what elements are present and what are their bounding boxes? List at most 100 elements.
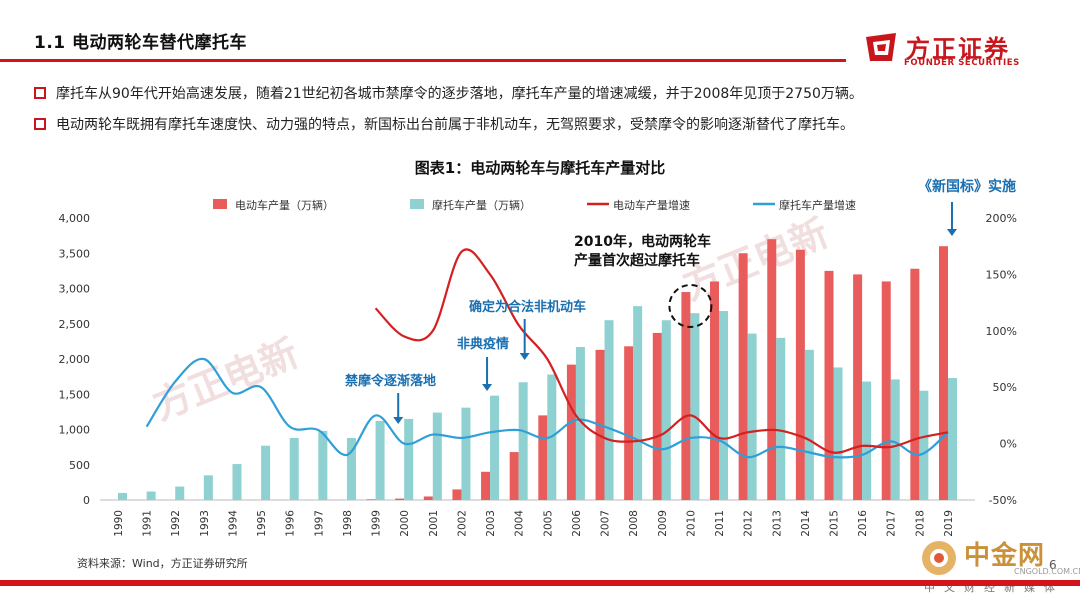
x-tick-label: 2007 xyxy=(600,510,612,537)
bar-motorcycle xyxy=(633,306,643,500)
bar-motorcycle xyxy=(203,475,213,500)
bullet-square-icon xyxy=(34,118,46,130)
bar-motorcycle xyxy=(146,491,156,500)
y-right-tick-label: 150% xyxy=(986,268,1017,281)
bar-motorcycle xyxy=(661,320,671,500)
x-tick-label: 2012 xyxy=(743,510,755,537)
x-tick-label: 2000 xyxy=(399,510,411,537)
source-note: 资料来源：Wind，方正证券研究所 xyxy=(77,557,248,570)
y-right-tick-label: 0% xyxy=(1000,438,1017,451)
bar-motorcycle xyxy=(947,378,957,500)
y-left-tick-label: 4,000 xyxy=(59,212,91,225)
y-left-tick-label: 500 xyxy=(69,459,90,472)
annotation-exceed: 产量首次超过摩托车 xyxy=(574,252,700,269)
highlight-circle-2010 xyxy=(668,284,713,328)
arrow-nonmotor-head xyxy=(519,353,530,360)
slide-title: 1.1 电动两轮车替代摩托车 xyxy=(34,33,248,53)
bar-motorcycle xyxy=(432,412,442,500)
x-tick-label: 2014 xyxy=(800,510,812,537)
bar-motorcycle xyxy=(404,418,414,500)
annotation-standard: 《新国标》实施 xyxy=(918,178,1016,195)
bullet-item: 电动两轮车既拥有摩托车速度快、动力强的特点，新国标出台前属于非机动车，无驾照要求… xyxy=(34,114,854,134)
legend-label: 摩托车产量增速 xyxy=(779,198,856,212)
bar-motorcycle xyxy=(118,492,127,500)
bar-motorcycle xyxy=(175,486,185,500)
x-tick-label: 2002 xyxy=(456,510,468,537)
bar-motorcycle xyxy=(232,464,242,500)
y-left-tick-label: 0 xyxy=(83,494,90,507)
y-right-tick-label: 100% xyxy=(986,325,1017,338)
x-tick-label: 2001 xyxy=(428,510,440,537)
bar-ebike xyxy=(738,253,748,500)
bar-motorcycle xyxy=(862,381,872,500)
bar-motorcycle xyxy=(776,337,786,500)
x-tick-label: 2005 xyxy=(542,510,554,537)
y-right-tick-label: 50% xyxy=(993,381,1017,394)
y-right-tick-label: 200% xyxy=(986,212,1017,225)
logo-text-cn: 方正证券 xyxy=(906,35,1010,63)
y-left-tick-label: 3,500 xyxy=(59,247,91,260)
bar-ebike xyxy=(423,496,433,500)
x-tick-label: 2009 xyxy=(657,510,669,537)
cngold-name: 中金网 xyxy=(964,541,1046,571)
bar-ebike xyxy=(538,415,548,500)
legend-label: 电动车产量（万辆） xyxy=(235,198,334,212)
x-tick-label: 1995 xyxy=(256,510,268,537)
bar-motorcycle xyxy=(518,382,528,500)
line-motorcycle-growth xyxy=(145,357,949,459)
legend-label: 电动车产量增速 xyxy=(613,198,690,212)
annotation-ban: 禁摩令逐渐落地 xyxy=(345,373,436,389)
bar-motorcycle xyxy=(490,395,500,500)
founder-logo-icon xyxy=(866,33,896,61)
y-right-tick-label: -50% xyxy=(989,494,1017,507)
logo-text-en: FOUNDER SECURITIES xyxy=(904,58,1020,68)
bar-motorcycle xyxy=(346,437,356,500)
x-tick-label: 1996 xyxy=(285,510,297,537)
bar-motorcycle xyxy=(690,313,700,500)
x-tick-label: 2018 xyxy=(914,510,926,537)
x-tick-label: 2013 xyxy=(771,510,783,537)
cngold-url: CNGOLD.COM.CN xyxy=(1014,567,1080,576)
bar-ebike xyxy=(795,249,805,500)
bar-motorcycle xyxy=(719,311,729,500)
bar-motorcycle xyxy=(375,421,385,500)
bar-ebike xyxy=(481,471,491,500)
page-number: 6 xyxy=(1049,558,1057,572)
x-tick-label: 1992 xyxy=(170,510,182,537)
x-tick-label: 2010 xyxy=(685,510,697,537)
bar-ebike xyxy=(881,281,891,500)
x-tick-label: 2004 xyxy=(514,510,526,537)
bar-motorcycle xyxy=(804,349,814,500)
x-tick-label: 2017 xyxy=(886,510,898,537)
watermark-text: 方正电新 xyxy=(677,211,834,309)
bar-motorcycle xyxy=(747,333,757,500)
bar-ebike xyxy=(910,268,920,500)
y-left-tick-label: 1,000 xyxy=(59,424,91,437)
y-left-tick-label: 2,000 xyxy=(59,353,91,366)
x-tick-label: 1994 xyxy=(227,510,239,537)
bar-ebike xyxy=(767,239,777,500)
y-left-tick-label: 3,000 xyxy=(59,283,91,296)
x-tick-label: 1993 xyxy=(199,510,211,537)
footer-bar xyxy=(0,580,1080,586)
bar-ebike xyxy=(710,281,720,500)
bar-motorcycle xyxy=(919,390,929,500)
bar-motorcycle xyxy=(289,437,299,500)
bullet-item: 摩托车从90年代开始高速发展，随着21世纪初各城市禁摩令的逐步落地，摩托车产量的… xyxy=(34,83,863,103)
line-ebike-growth xyxy=(374,248,949,454)
founder-logo: 方正证券 FOUNDER SECURITIES xyxy=(862,31,1052,69)
annotation-nonmotor: 确定为合法非机动车 xyxy=(469,299,586,315)
title-rule xyxy=(0,59,846,62)
annotation-exceed: 2010年，电动两轮车 xyxy=(574,233,711,250)
y-left-tick-label: 1,500 xyxy=(59,388,91,401)
bar-ebike xyxy=(853,274,863,500)
bar-ebike xyxy=(509,452,519,500)
arrow-sars-head xyxy=(482,384,493,391)
x-tick-label: 2016 xyxy=(857,510,869,537)
x-tick-label: 2003 xyxy=(485,510,497,537)
bar-motorcycle xyxy=(833,367,843,500)
bar-ebike xyxy=(452,489,462,500)
bar-ebike xyxy=(681,292,691,500)
x-tick-label: 1998 xyxy=(342,510,354,537)
legend-label: 摩托车产量（万辆） xyxy=(432,198,531,212)
